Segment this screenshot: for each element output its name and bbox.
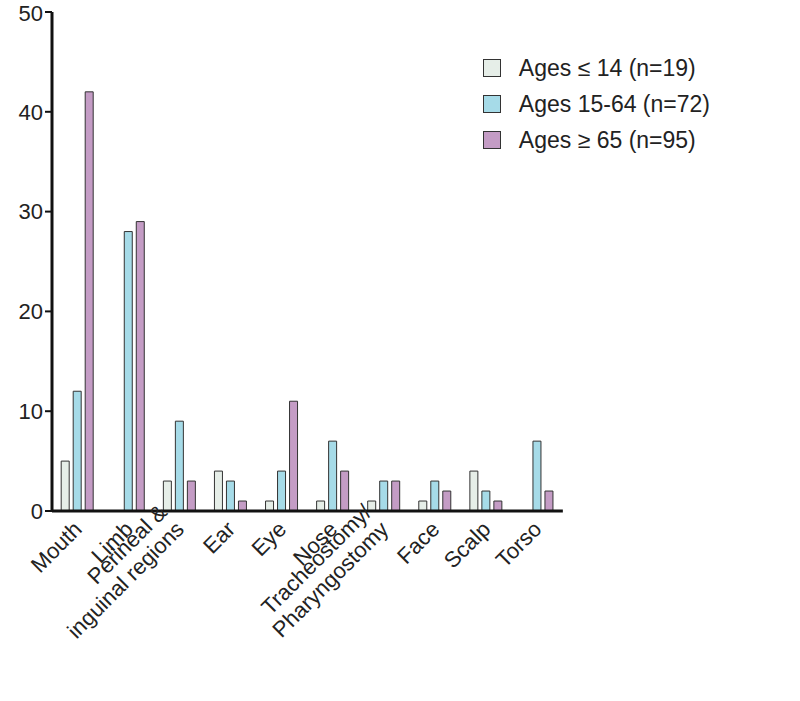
svg-text:Face: Face [392,517,444,569]
svg-text:Ear: Ear [198,517,240,559]
svg-text:Mouth: Mouth [26,517,87,578]
html-text:Ages ≤ 14 (n=19): Ages ≤ 14 (n=19) [518,54,696,81]
svg-text:10: 10 [19,399,43,424]
svg-text:Scalp: Scalp [439,517,496,574]
html-text:Ages ≥ 65 (n=95): Ages ≥ 65 (n=95) [518,126,696,153]
svg-text:Perineal &inguinal regions: Perineal &inguinal regions [45,499,189,643]
svg-text:30: 30 [19,199,43,224]
svg-text:Tracheostomy/Pharyngostomy: Tracheostomy/Pharyngostomy [251,499,394,642]
html-text:Ages 15-64 (n=72): Ages 15-64 (n=72) [518,90,710,117]
svg-text:Torso: Torso [491,517,547,573]
svg-text:0: 0 [31,499,43,524]
svg-text:40: 40 [19,100,43,125]
svg-text:50: 50 [19,1,43,26]
svg-text:20: 20 [19,299,43,324]
svg-text:Eye: Eye [247,517,291,561]
